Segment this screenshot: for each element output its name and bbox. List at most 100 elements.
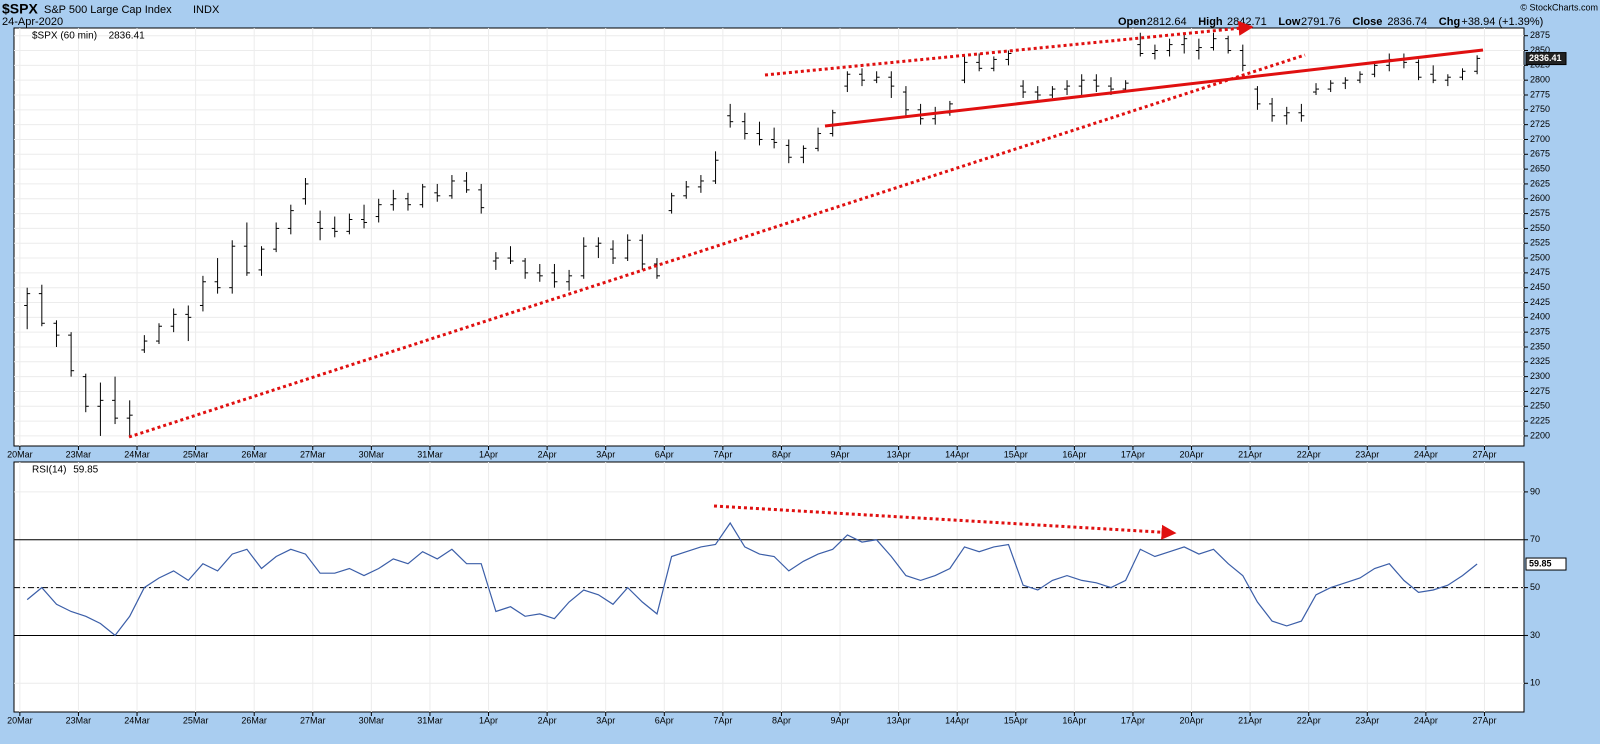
price-panel [13, 27, 1525, 447]
x-tick-label: 21Apr [1238, 449, 1262, 459]
y-tick-label: 10 [1530, 678, 1540, 688]
x-tick-label: 21Apr [1238, 715, 1262, 725]
y-tick-label: 30 [1530, 630, 1540, 640]
x-tick-label: 8Apr [772, 449, 791, 459]
y-tick-label: 2650 [1530, 163, 1550, 173]
y-tick-label: 2775 [1530, 89, 1550, 99]
x-tick-label: 2Apr [538, 715, 557, 725]
y-tick-label: 2800 [1530, 75, 1550, 85]
y-tick-label: 2700 [1530, 134, 1550, 144]
y-tick-label: 2350 [1530, 341, 1550, 351]
trendline [128, 53, 1306, 439]
quote-value: +38.94 (+1.39%) [1461, 16, 1543, 28]
x-tick-label: 30Mar [359, 715, 385, 725]
last-value: 2836.41 [1529, 53, 1562, 63]
y-tick-label: 2475 [1530, 267, 1550, 277]
x-tick-label: 30Mar [359, 449, 385, 459]
legend-value: 59.85 [73, 465, 98, 476]
x-tick-label: 27Mar [300, 715, 326, 725]
x-tick-label: 24Mar [124, 715, 150, 725]
y-tick-label: 2275 [1530, 386, 1550, 396]
x-tick-label: 14Apr [945, 449, 969, 459]
rsi-line [26, 521, 1478, 637]
y-tick-label: 70 [1530, 534, 1540, 544]
trendline [713, 504, 1177, 540]
x-tick-label: 24Apr [1414, 715, 1438, 725]
x-tick-label: 24Mar [124, 449, 150, 459]
y-tick-label: 2550 [1530, 223, 1550, 233]
x-tick-label: 16Apr [1062, 449, 1086, 459]
x-tick-label: 13Apr [887, 449, 911, 459]
x-tick-label: 23Apr [1355, 715, 1379, 725]
rsi-panel [13, 461, 1525, 713]
y-tick-label: 2325 [1530, 356, 1550, 366]
last-value-box [1525, 52, 1567, 66]
x-tick-label: 20Apr [1180, 449, 1204, 459]
y-tick-label: 2875 [1530, 30, 1550, 40]
x-tick-label: 7Apr [713, 449, 732, 459]
date: 24-Apr-2020 [2, 16, 63, 28]
x-tick-label: 1Apr [479, 449, 498, 459]
credit: © StockCharts.com [1520, 2, 1598, 12]
y-tick-label: 2300 [1530, 371, 1550, 381]
trendlines [128, 20, 1484, 540]
x-tick-label: 17Apr [1121, 449, 1145, 459]
x-tick-label: 16Apr [1062, 715, 1086, 725]
y-tick-label: 90 [1530, 486, 1540, 496]
y-tick-label: 2675 [1530, 149, 1550, 159]
x-tick-label: 1Apr [479, 715, 498, 725]
legend-name: RSI(14) [32, 465, 66, 476]
y-tick-label: 2400 [1530, 312, 1550, 322]
x-tick-label: 6Apr [655, 449, 674, 459]
legend-name: $SPX (60 min) [32, 31, 97, 42]
last-value-box [1525, 557, 1567, 571]
x-tick-label: 15Apr [1004, 715, 1028, 725]
x-tick-label: 26Mar [241, 449, 267, 459]
x-tick-label: 25Mar [183, 715, 209, 725]
x-tick-label: 20Apr [1180, 715, 1204, 725]
x-tick-label: 20Mar [7, 449, 33, 459]
y-tick-label: 2425 [1530, 297, 1550, 307]
x-tick-label: 17Apr [1121, 715, 1145, 725]
y-tick-label: 2375 [1530, 327, 1550, 337]
x-tick-label: 25Mar [183, 449, 209, 459]
x-tick-label: 14Apr [945, 715, 969, 725]
x-tick-label: 8Apr [772, 715, 791, 725]
y-tick-label: 2450 [1530, 282, 1550, 292]
x-tick-label: 27Mar [300, 449, 326, 459]
y-tick-label: 2200 [1530, 430, 1550, 440]
y-tick-label: 2725 [1530, 119, 1550, 129]
quote-label: Open [1118, 16, 1146, 28]
x-tick-label: 6Apr [655, 715, 674, 725]
x-tick-label: 2Apr [538, 449, 557, 459]
symbol: $SPX [2, 1, 38, 17]
x-tick-label: 15Apr [1004, 449, 1028, 459]
x-tick-label: 3Apr [596, 449, 615, 459]
x-tick-label: 31Mar [417, 449, 443, 459]
quote-value: 2812.64 [1147, 16, 1187, 28]
x-tick-label: 27Apr [1472, 715, 1496, 725]
index-name: S&P 500 Large Cap Index [44, 4, 172, 16]
x-tick-label: 22Apr [1297, 449, 1321, 459]
x-tick-label: 23Apr [1355, 449, 1379, 459]
x-tick-label: 13Apr [887, 715, 911, 725]
legend-value: 2836.41 [109, 31, 146, 42]
y-tick-label: 2525 [1530, 238, 1550, 248]
quote-label: Close [1352, 16, 1382, 28]
exchange: INDX [193, 4, 220, 16]
quote-value: 2836.74 [1387, 16, 1427, 28]
x-tick-label: 24Apr [1414, 449, 1438, 459]
x-tick-label: 3Apr [596, 715, 615, 725]
x-tick-label: 22Apr [1297, 715, 1321, 725]
x-tick-label: 20Mar [7, 715, 33, 725]
y-tick-label: 2250 [1530, 401, 1550, 411]
last-value: 59.85 [1529, 558, 1552, 568]
y-tick-label: 2625 [1530, 178, 1550, 188]
quote-label: High [1198, 16, 1223, 28]
y-tick-label: 2600 [1530, 193, 1550, 203]
quote-label: Low [1278, 16, 1300, 28]
y-tick-label: 2850 [1530, 45, 1550, 55]
x-tick-label: 23Mar [66, 449, 92, 459]
